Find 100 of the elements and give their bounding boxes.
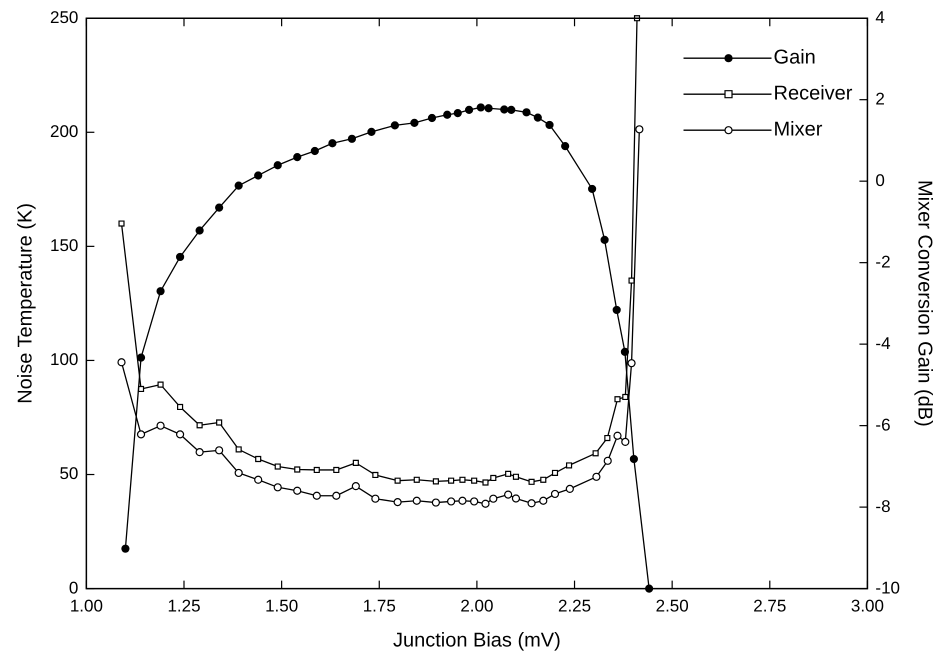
y-axis-title: Noise Temperature (K) <box>14 202 37 404</box>
point <box>500 105 508 114</box>
point <box>410 118 419 128</box>
point <box>333 466 340 474</box>
y2-tick-label: -2 <box>875 252 891 272</box>
y2-axis-title: Mixer Conversion Gain (dB) <box>913 180 936 427</box>
point <box>545 120 554 130</box>
point <box>448 478 454 484</box>
legend-label: Mixer <box>774 118 823 141</box>
point <box>614 396 621 402</box>
point <box>443 110 452 119</box>
point <box>234 468 243 478</box>
point <box>390 121 399 130</box>
point <box>412 496 421 505</box>
point <box>588 184 596 194</box>
point <box>274 161 282 170</box>
point <box>534 114 542 122</box>
y-tick-label: 250 <box>50 8 78 27</box>
point <box>254 171 262 180</box>
point <box>489 494 498 503</box>
point <box>481 500 490 508</box>
point <box>196 448 204 456</box>
point <box>428 114 436 122</box>
point <box>294 466 300 473</box>
point <box>118 220 125 227</box>
point <box>352 460 359 466</box>
point <box>476 103 485 112</box>
point <box>539 496 548 505</box>
point <box>613 432 622 440</box>
y-tick-label: 0 <box>68 578 78 598</box>
point <box>136 430 146 438</box>
point <box>328 139 336 148</box>
point <box>621 438 630 446</box>
point <box>540 476 546 483</box>
point <box>454 109 462 118</box>
point <box>552 470 558 476</box>
point <box>352 482 360 490</box>
point <box>604 456 612 465</box>
x-axis-title: Junction Bias (mV) <box>392 630 561 652</box>
point <box>471 478 478 484</box>
point <box>234 182 243 190</box>
point <box>561 142 570 150</box>
point <box>592 450 599 456</box>
y2-tick-label: -4 <box>875 334 891 353</box>
y-tick-label: 150 <box>50 236 78 256</box>
point <box>522 108 531 116</box>
point <box>459 476 466 483</box>
x-tick-label: 1.00 <box>70 596 103 616</box>
point <box>274 483 282 492</box>
point <box>490 474 496 482</box>
x-tick-label: 1.75 <box>362 596 396 616</box>
point <box>367 128 376 136</box>
point <box>348 134 356 143</box>
point <box>414 476 420 483</box>
point <box>622 394 628 400</box>
point <box>620 348 630 356</box>
x-tick-label: 2.50 <box>656 596 689 616</box>
point <box>604 434 610 442</box>
x-tick-label: 1.50 <box>265 596 298 616</box>
point <box>512 494 520 503</box>
point <box>458 496 467 505</box>
point <box>484 104 493 112</box>
point <box>464 106 474 114</box>
point <box>507 106 516 114</box>
point <box>600 236 609 244</box>
point <box>293 486 302 495</box>
y2-tick-label: 4 <box>875 8 885 27</box>
point <box>196 422 203 428</box>
point <box>332 492 340 500</box>
point <box>566 484 574 493</box>
point <box>293 153 302 162</box>
point <box>505 470 512 477</box>
point <box>121 544 130 553</box>
point <box>432 498 440 507</box>
legend-label: Gain <box>774 46 816 69</box>
y-tick-label: 50 <box>59 464 78 484</box>
point <box>512 474 520 480</box>
point <box>136 353 146 362</box>
x-tick-label: 2.25 <box>558 596 592 616</box>
point <box>432 478 439 484</box>
point <box>215 446 224 454</box>
point <box>470 497 478 506</box>
y-tick-label: 200 <box>50 122 78 141</box>
point <box>254 476 262 484</box>
point <box>550 490 560 498</box>
y-tick-label: 100 <box>50 350 78 370</box>
point <box>310 146 319 156</box>
point <box>176 430 184 438</box>
point <box>527 499 536 508</box>
legend-label: Receiver <box>774 82 853 105</box>
point <box>371 494 380 503</box>
point <box>156 287 165 296</box>
point <box>216 419 222 426</box>
x-tick-label: 2.75 <box>753 596 786 616</box>
point <box>274 463 281 470</box>
point <box>196 226 204 235</box>
point <box>177 404 184 410</box>
point <box>215 204 224 212</box>
point <box>528 478 535 485</box>
point <box>627 359 636 368</box>
